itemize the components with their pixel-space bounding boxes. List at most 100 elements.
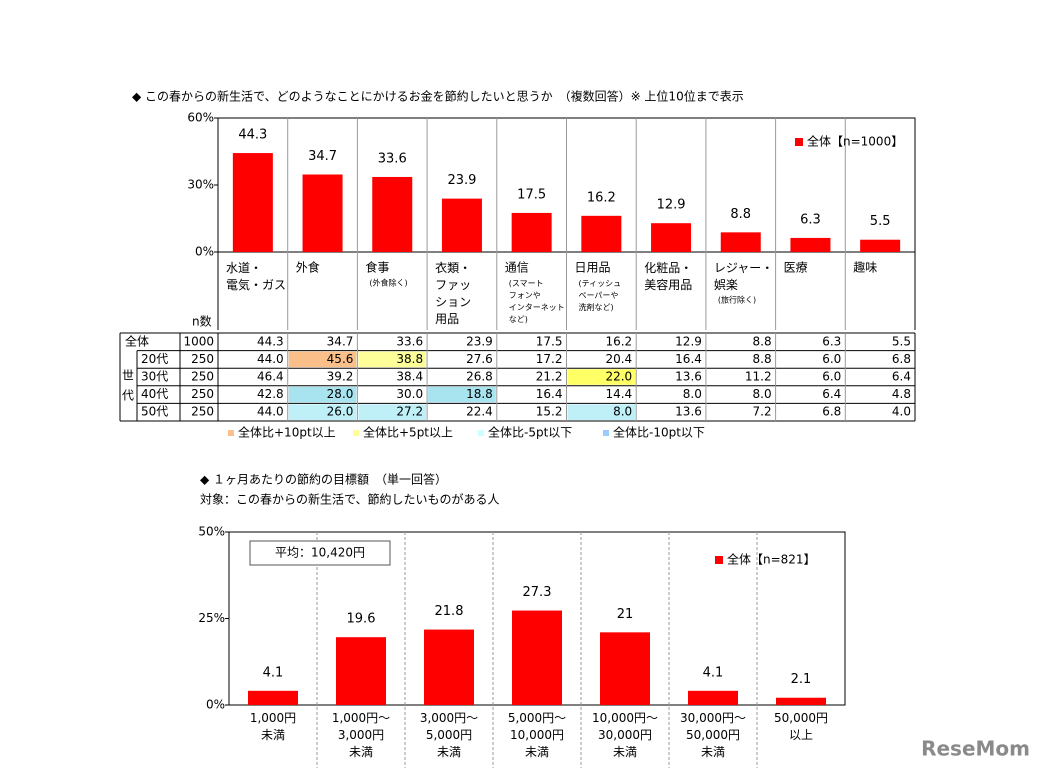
- legend-label: 全体【n=821】: [727, 552, 816, 567]
- bar: [511, 212, 552, 252]
- legend-swatch: [795, 138, 803, 146]
- legend-label: 全体比-10pt以下: [613, 425, 705, 440]
- table-cell: 14.4: [605, 387, 632, 401]
- bar: [512, 610, 562, 705]
- table-cell: 16.2: [605, 334, 632, 348]
- table-cell: 33.6: [396, 334, 423, 348]
- row-label: 20代: [141, 352, 168, 366]
- table-cell: 8.0: [683, 387, 702, 401]
- value-label: 21.8: [435, 604, 464, 619]
- watermark: ReseMom: [921, 737, 1030, 761]
- table-cell: 42.8: [257, 387, 284, 401]
- table-cell: 38.4: [396, 370, 423, 384]
- cell-highlight: [428, 386, 496, 403]
- cell-highlight: [358, 351, 427, 368]
- value-label: 23.9: [447, 173, 476, 188]
- table-cell: 38.8: [396, 352, 423, 366]
- x-tick-label: 10,000円～ 30,000円未満: [592, 711, 658, 759]
- table-cell: 22.0: [605, 370, 632, 384]
- legend-label: 全体【n=1000】: [807, 134, 903, 149]
- table-cell: 44.3: [257, 334, 284, 348]
- table-cell: 6.8: [822, 405, 841, 419]
- y-tick-label: 0%: [206, 698, 225, 712]
- legend-swatch: [478, 430, 484, 436]
- table-cell: 28.0: [327, 387, 354, 401]
- table-cell: 16.4: [536, 387, 563, 401]
- value-label: 33.6: [378, 151, 407, 166]
- value-label: 44.3: [238, 128, 267, 143]
- table-cell: 23.9: [466, 334, 493, 348]
- table-cell: 13.6: [675, 370, 702, 384]
- table-cell: 21.2: [536, 370, 563, 384]
- bar: [424, 629, 474, 705]
- table-cell: 15.2: [536, 405, 563, 419]
- value-label: 6.3: [800, 212, 821, 227]
- bar: [720, 232, 761, 252]
- cell-highlight: [288, 404, 357, 420]
- x-tick-label: 衣類・ファッション用品: [435, 260, 471, 326]
- table-cell: 6.8: [892, 352, 911, 366]
- x-tick-label: 5,000円～ 10,000円未満: [508, 711, 566, 759]
- row-n: 250: [191, 405, 214, 419]
- bar: [441, 198, 482, 252]
- table-cell: 8.8: [753, 334, 772, 348]
- row-n: 250: [191, 387, 214, 401]
- bar: [776, 697, 826, 705]
- bar: [336, 637, 386, 705]
- bar: [860, 239, 901, 252]
- table-cell: 26.0: [327, 405, 354, 419]
- category-note: (ティッシュペーパーや洗剤など): [579, 279, 622, 312]
- annotation: 平均：10,420円: [275, 546, 365, 560]
- x-tick-label: 医療: [784, 261, 808, 275]
- value-label: 4.1: [263, 665, 284, 680]
- table-cell: 46.4: [257, 370, 284, 384]
- bar: [372, 176, 413, 252]
- table-cell: 6.4: [822, 387, 841, 401]
- bar: [651, 223, 692, 252]
- y-tick-label: 50%: [198, 525, 225, 539]
- table-cell: 22.4: [466, 405, 493, 419]
- table-cell: 8.8: [753, 352, 772, 366]
- group-label: 世代: [122, 368, 134, 402]
- value-label: 2.1: [791, 672, 812, 687]
- row-n: 250: [191, 352, 214, 366]
- table-cell: 26.8: [466, 370, 493, 384]
- table-cell: 4.8: [892, 387, 911, 401]
- value-label: 8.8: [730, 207, 751, 222]
- x-tick-label: レジャー・娯楽: [714, 261, 773, 292]
- table-cell: 4.0: [892, 405, 911, 419]
- x-tick-label: 化粧品・美容用品: [644, 261, 692, 292]
- table-cell: 12.9: [675, 334, 702, 348]
- table-cell: 6.0: [822, 352, 841, 366]
- legend-swatch: [715, 556, 723, 564]
- table-cell: 30.0: [396, 387, 423, 401]
- table-cell: 13.6: [675, 405, 702, 419]
- legend-swatch: [228, 430, 234, 436]
- bar: [600, 632, 650, 705]
- x-tick-label: 日用品: [575, 261, 611, 275]
- chart-title: ◆ この春からの新生活で、どのようなことにかけるお金を節約したいと思うか （複数…: [132, 89, 744, 104]
- bar: [232, 153, 273, 252]
- value-label: 19.6: [347, 612, 376, 627]
- table-cell: 17.2: [536, 352, 563, 366]
- chart-subtitle: 対象：この春からの新生活で、節約したいものがある人: [200, 492, 500, 507]
- y-tick-label: 30%: [187, 178, 214, 192]
- row-label: 50代: [141, 405, 168, 419]
- row-n: 1000: [183, 334, 214, 348]
- x-tick-label: 水道・電気・ガス: [226, 261, 286, 292]
- cell-highlight: [567, 369, 636, 385]
- legend-swatch: [353, 430, 359, 436]
- x-tick-label: 趣味: [853, 260, 877, 275]
- bar: [581, 215, 622, 252]
- table-cell: 5.5: [892, 334, 911, 348]
- x-tick-label: 食事: [365, 260, 389, 275]
- value-label: 16.2: [587, 190, 616, 205]
- table-cell: 34.7: [327, 334, 354, 348]
- row-label: 30代: [141, 370, 168, 384]
- table-cell: 17.5: [536, 334, 563, 348]
- x-tick-label: 外食: [296, 260, 320, 275]
- annotation-box: [249, 540, 391, 566]
- table-cell: 20.4: [605, 352, 632, 366]
- x-tick-label: 3,000円～ 5,000円未満: [420, 711, 478, 759]
